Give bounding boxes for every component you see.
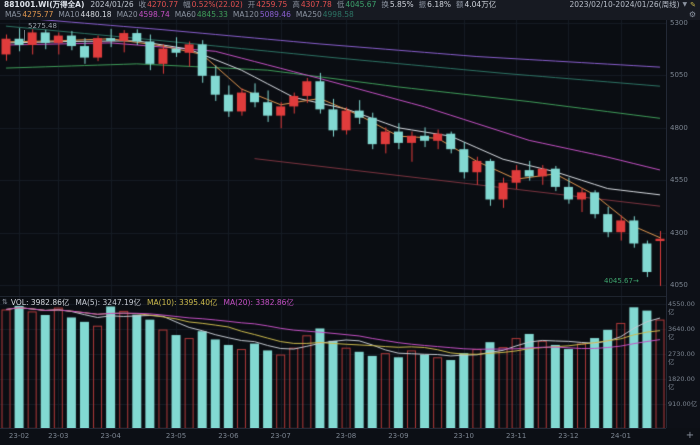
volume-axis-label: 2730.00亿 (668, 350, 695, 366)
quote-field-label: 高 (292, 0, 300, 9)
quote-field: 振 6.18% (419, 0, 451, 10)
date-range-selector[interactable]: 2023/02/10-2024/01/26(周线) (569, 0, 680, 9)
quote-date: 2024/01/26 (90, 0, 134, 9)
quote-fields: 收 4270.77 幅 0.52%(22.02) 开 4259.75 高 4307.78 低 40… (134, 0, 497, 10)
time-axis-label: 23-10 (453, 432, 474, 440)
ma-legend-item-value: 4275.77 (22, 10, 54, 19)
time-axis-label: 23-12 (558, 432, 579, 440)
ma-legend-item-label: MA5 (5, 10, 22, 19)
quote-field: 换 5.85% (381, 0, 413, 10)
ma-legend-item-label: MA120 (232, 10, 259, 19)
quote-field-value: 4045.67 (345, 0, 377, 9)
ma-legend-item-label: MA250 (295, 10, 322, 19)
quote-field: 幅 0.52%(22.02) (183, 0, 243, 10)
volume-pane[interactable] (0, 296, 666, 429)
time-axis-label: 23-08 (335, 432, 357, 440)
price-axis-label: 4550 (670, 176, 688, 185)
ma-legend-item: MA120 5089.46 (233, 10, 291, 20)
volume-legend-item: MA(10): 3395.40亿 (147, 297, 218, 307)
price-axis-label: 5050 (670, 71, 688, 80)
price-axis-label: 5300 (670, 19, 688, 27)
quote-header-bar: 881001.WI(万得全A) 2024/01/26 收 4270.77 幅 0.52… (0, 0, 700, 10)
time-axis-label: 23-05 (165, 432, 187, 440)
time-axis: 23-02 23-03 23-04 23-05 23-06 23-07 23-08 23-09… (0, 428, 666, 445)
ma-legend-item-label: MA60 (174, 10, 196, 19)
time-axis-label: 23-03 (48, 432, 69, 440)
ma-legend-item: MA5 4275.77 (5, 10, 53, 20)
symbol-name[interactable]: 881001.WI(万得全A) (4, 0, 85, 9)
volume-canvas[interactable] (0, 297, 666, 429)
candlestick-canvas[interactable] (0, 20, 666, 296)
quote-field-value: 5.85% (389, 0, 414, 9)
ma-legend-item: MA20 4598.74 (117, 10, 170, 20)
ma-legend-item-value: 5089.46 (259, 10, 291, 19)
quote-field-label: 收 (138, 0, 147, 9)
ma-legend-item-label: MA20 (116, 10, 138, 19)
quote-field-value: 6.18% (427, 0, 451, 9)
volume-legend-item: MA(20): 3382.86亿 (223, 297, 294, 307)
quote-field-label: 幅 (183, 0, 191, 9)
time-axis-label: 23-06 (218, 432, 239, 440)
price-axis-label: 4800 (670, 123, 688, 132)
quote-field-value: 4.04万亿 (464, 0, 497, 9)
ma-legend-item: MA250 4998.58 (296, 10, 354, 20)
pane-resize-icon[interactable]: ⇅ (2, 298, 8, 306)
ma-legend-item-value: 4598.74 (138, 10, 170, 19)
time-axis-label: 24-01 (610, 432, 631, 440)
quote-field-label: 换 (381, 0, 389, 9)
ma-legend-item: MA10 4480.18 (58, 10, 111, 20)
quote-field-label: 振 (418, 0, 427, 9)
ma-legend-item: MA60 4845.33 (175, 10, 228, 20)
quote-field-value: 4307.78 (300, 0, 332, 9)
volume-legend-item: VOL: 3982.86亿 (10, 297, 70, 307)
quote-field-label: 低 (336, 0, 345, 9)
price-axis: 5300 5050 4800 4550 4300 4050 4550.00亿 3640.00亿… (666, 19, 700, 428)
edit-icon[interactable]: ✎ (690, 1, 696, 9)
quote-field-value: 0.52%(22.02) (191, 0, 243, 9)
price-axis-label: 4300 (670, 228, 688, 237)
gear-icon[interactable]: ⚙ (688, 10, 696, 19)
quote-field-label: 额 (456, 0, 464, 9)
ma-legend-items: MA5 4275.77 MA10 4480.18 MA20 4598.74 MA60 4845… (0, 10, 354, 20)
quote-field-value: 4270.77 (147, 0, 179, 9)
volume-axis-label: 4550.00亿 (668, 300, 695, 316)
quote-field: 额 4.04万亿 (456, 0, 496, 10)
ma-legend-item-value: 4998.58 (322, 10, 354, 19)
volume-indicator-header: ⇅ VOL: 3982.86亿 MA(5): 3247.19亿 MA(10): 33… (2, 297, 300, 307)
quote-field-value: 4259.75 (256, 0, 288, 9)
ma-legend-item-label: MA10 (58, 10, 80, 19)
quote-field: 高 4307.78 (292, 0, 332, 10)
ma-legend-item-value: 4480.18 (80, 10, 112, 19)
price-axis-label: 4050 (670, 281, 688, 289)
volume-legend-item: MA(5): 3247.19亿 (75, 297, 142, 307)
volume-axis-label: 910.00亿 (668, 400, 698, 408)
time-axis-label: 23-07 (270, 432, 291, 440)
time-axis-label: 23-09 (388, 432, 409, 440)
volume-axis-label: 1820.00亿 (668, 375, 695, 391)
time-axis-label: 23-04 (100, 432, 121, 440)
time-axis-label: 23-02 (8, 432, 30, 440)
main-chart-pane[interactable] (0, 20, 666, 296)
quote-field: 开 4259.75 (248, 0, 288, 10)
high-marker-line (24, 30, 25, 41)
quote-field: 低 4045.67 (337, 0, 377, 10)
range-high-marker: 5275.48 (28, 22, 57, 30)
time-axis-label: 23-11 (505, 432, 527, 440)
quote-field: 收 4270.77 (139, 0, 179, 10)
chevron-down-icon[interactable]: ▼ (682, 1, 688, 8)
quote-field-label: 开 (247, 0, 256, 9)
ma-legend-item-value: 4845.33 (196, 10, 228, 19)
range-low-marker: 4045.67→ (604, 277, 639, 285)
add-indicator-button[interactable]: + (685, 430, 695, 441)
volume-axis-label: 3640.00亿 (668, 325, 695, 341)
